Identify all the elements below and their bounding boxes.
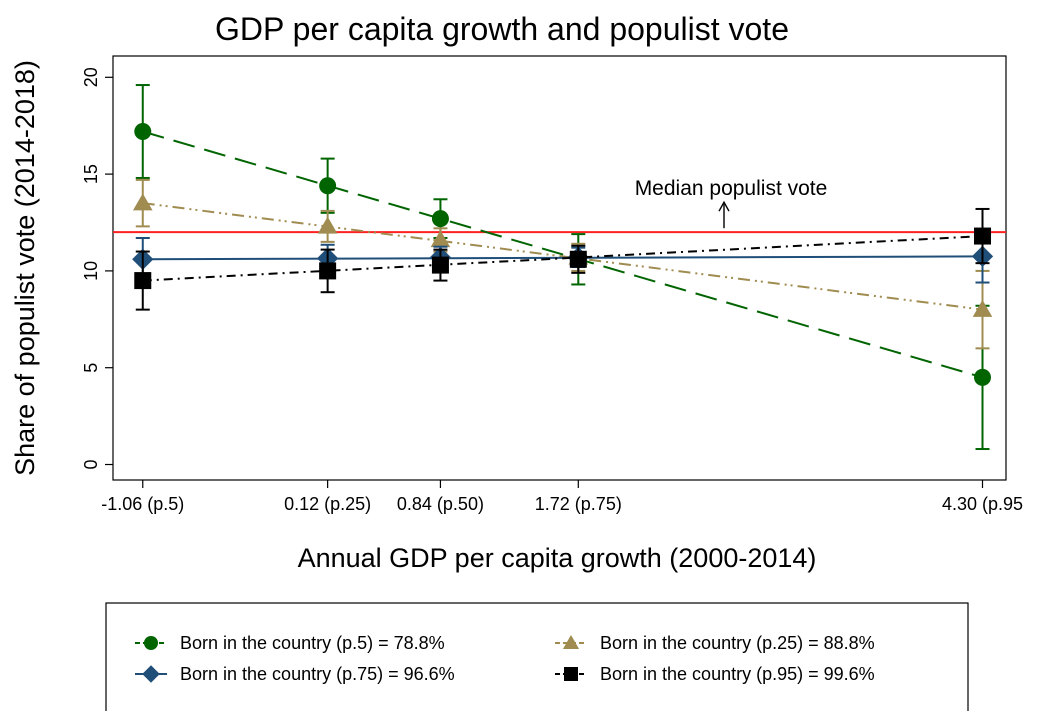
marker-triangle bbox=[972, 299, 993, 317]
y-tick-label: 0 bbox=[81, 460, 101, 470]
marker-square bbox=[564, 667, 578, 681]
marker-circle bbox=[144, 636, 158, 650]
legend-label: Born in the country (p.95) = 99.6% bbox=[600, 664, 875, 684]
legend-label: Born in the country (p.5) = 78.8% bbox=[180, 633, 445, 653]
x-tick-label: -1.06 (p.5) bbox=[101, 494, 184, 514]
fit-line bbox=[142, 130, 983, 379]
chart-title: GDP per capita growth and populist vote bbox=[215, 11, 789, 47]
x-tick-label: 4.30 (p.95 bbox=[942, 494, 1023, 514]
median-reference-line: Median populist vote bbox=[113, 177, 1006, 234]
marker-square bbox=[319, 262, 337, 280]
fit-line bbox=[142, 202, 983, 311]
series-1 bbox=[134, 84, 991, 451]
x-axis-label: Annual GDP per capita growth (2000-2014) bbox=[298, 543, 817, 573]
legend-label: Born in the country (p.25) = 88.8% bbox=[600, 633, 875, 653]
fit-line bbox=[142, 235, 983, 282]
annotation-arrow-head bbox=[718, 200, 730, 212]
legend: Born in the country (p.5) = 78.8% Born in… bbox=[135, 633, 875, 684]
marker-triangle bbox=[562, 634, 580, 649]
y-axis-label: Share of populist vote (2014-2018) bbox=[10, 60, 40, 476]
x-tick-label: 0.84 (p.50) bbox=[397, 494, 484, 514]
legend-item-3: Born in the country (p.75) = 96.6% bbox=[135, 664, 455, 684]
marker-square bbox=[431, 256, 449, 274]
series-layer bbox=[132, 84, 994, 451]
marker-triangle bbox=[132, 193, 153, 211]
median-annotation: Median populist vote bbox=[635, 177, 828, 200]
legend-item-1: Born in the country (p.5) = 78.8% bbox=[135, 633, 445, 653]
marker-square bbox=[569, 250, 587, 268]
y-tick-label: 15 bbox=[81, 164, 101, 184]
x-tick-label: 0.12 (p.25) bbox=[284, 494, 371, 514]
x-tick-label: 1.72 (p.75) bbox=[535, 494, 622, 514]
legend-item-2: Born in the country (p.25) = 88.8% bbox=[555, 633, 875, 653]
marker-circle bbox=[431, 210, 449, 228]
marker-diamond bbox=[142, 665, 160, 683]
x-axis: -1.06 (p.5) 0.12 (p.25) 0.84 (p.50) 1.72 (p… bbox=[101, 480, 1023, 514]
marker-circle bbox=[134, 123, 152, 141]
y-axis: 0 5 10 15 20 bbox=[81, 67, 113, 470]
marker-circle bbox=[319, 177, 337, 195]
y-tick-label: 10 bbox=[81, 261, 101, 281]
series-2 bbox=[132, 178, 993, 350]
legend-label: Born in the country (p.75) = 96.6% bbox=[180, 664, 455, 684]
y-tick-label: 20 bbox=[81, 67, 101, 87]
series-4 bbox=[134, 207, 991, 311]
marker-triangle bbox=[430, 230, 451, 248]
legend-item-4: Born in the country (p.95) = 99.6% bbox=[555, 664, 875, 684]
plot-area bbox=[112, 55, 1007, 481]
marker-square bbox=[974, 227, 991, 245]
marker-triangle bbox=[317, 216, 338, 234]
marker-circle bbox=[974, 368, 991, 386]
y-tick-label: 5 bbox=[81, 363, 101, 373]
marker-square bbox=[134, 272, 152, 290]
legend-box bbox=[105, 602, 969, 711]
